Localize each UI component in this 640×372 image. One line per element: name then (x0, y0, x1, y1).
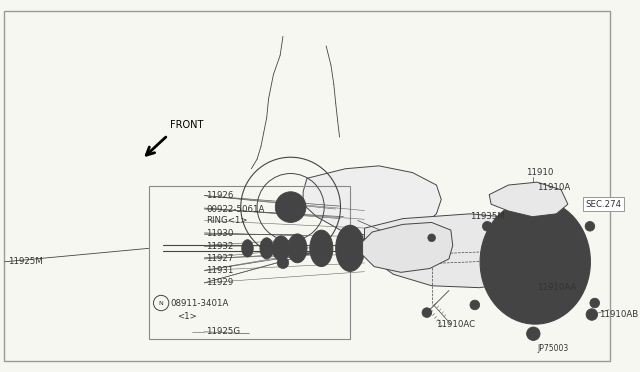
Circle shape (527, 327, 540, 340)
Text: 00922-5061A: 00922-5061A (206, 205, 264, 214)
Circle shape (586, 309, 598, 320)
Ellipse shape (310, 230, 333, 267)
Ellipse shape (346, 243, 354, 254)
Ellipse shape (277, 242, 285, 255)
Bar (148, 186, 350, 340)
Text: 11927: 11927 (206, 254, 234, 263)
Text: 11929: 11929 (206, 278, 234, 288)
Circle shape (275, 192, 306, 222)
Text: 08911-3401A: 08911-3401A (171, 298, 229, 308)
Text: 11932: 11932 (206, 242, 234, 251)
Text: 11910: 11910 (525, 168, 553, 177)
Text: FRONT: FRONT (170, 121, 203, 130)
Text: 11931: 11931 (206, 266, 234, 275)
Ellipse shape (515, 244, 556, 289)
Circle shape (283, 199, 298, 215)
Circle shape (483, 221, 492, 231)
Ellipse shape (245, 244, 250, 252)
Polygon shape (489, 182, 568, 217)
Ellipse shape (500, 228, 570, 305)
Circle shape (294, 252, 303, 262)
Ellipse shape (242, 240, 253, 257)
Ellipse shape (336, 225, 365, 271)
Circle shape (590, 298, 600, 308)
Text: 11910AA: 11910AA (537, 283, 577, 292)
Text: N: N (159, 301, 164, 305)
Text: 11930: 11930 (206, 230, 234, 238)
Text: 11925M: 11925M (8, 257, 42, 266)
Circle shape (277, 257, 289, 269)
Text: 11910A: 11910A (537, 183, 570, 192)
Circle shape (428, 234, 435, 242)
Text: SEC.274: SEC.274 (585, 200, 621, 209)
Circle shape (470, 300, 479, 310)
Polygon shape (303, 166, 441, 236)
Ellipse shape (292, 241, 302, 256)
Ellipse shape (263, 243, 270, 254)
Text: 11926: 11926 (206, 191, 234, 200)
Ellipse shape (480, 199, 590, 324)
Text: RING<1>: RING<1> (206, 216, 248, 225)
Ellipse shape (288, 234, 307, 263)
Polygon shape (363, 222, 452, 272)
Text: 11925G: 11925G (206, 327, 241, 336)
Ellipse shape (342, 236, 358, 261)
Circle shape (422, 308, 431, 317)
Text: JP75003: JP75003 (537, 344, 568, 353)
Text: 11935M: 11935M (470, 212, 505, 221)
Polygon shape (365, 214, 556, 288)
Ellipse shape (260, 238, 273, 259)
Ellipse shape (316, 239, 327, 258)
Text: 11910AB: 11910AB (600, 310, 639, 319)
Ellipse shape (273, 236, 290, 261)
Text: 11910AC: 11910AC (436, 320, 476, 328)
Ellipse shape (527, 256, 544, 277)
Ellipse shape (493, 214, 577, 310)
Circle shape (585, 221, 595, 231)
Text: <1>: <1> (177, 312, 197, 321)
